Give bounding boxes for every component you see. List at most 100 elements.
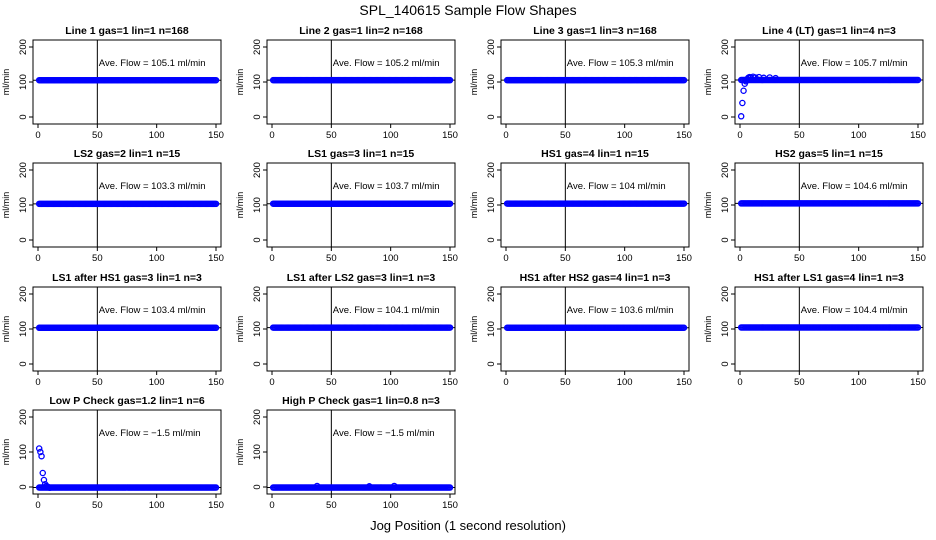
y-tick-label: 200 — [252, 409, 263, 425]
x-tick-label: 50 — [326, 130, 337, 141]
data-points — [35, 76, 220, 84]
y-tick-label: 100 — [18, 444, 29, 460]
x-tick-label: 50 — [794, 377, 805, 388]
x-tick-label: 100 — [617, 377, 633, 388]
y-tick-label: 200 — [18, 162, 29, 178]
x-tick-label: 100 — [383, 500, 399, 511]
average-flow-annotation: Ave. Flow = 105.1 ml/min — [99, 58, 206, 69]
x-tick-label: 150 — [208, 253, 224, 264]
x-tick-label: 0 — [35, 377, 40, 388]
data-point — [914, 200, 922, 207]
flow-panel: HS2 gas=5 lin=1 n=15 0 100 200 ml/min 0 50 100 1… — [703, 148, 926, 264]
y-tick-label: 200 — [18, 286, 29, 302]
y-axis-label: ml/min — [1, 439, 11, 466]
y-tick-label: 100 — [18, 74, 29, 90]
x-tick-label: 150 — [442, 253, 458, 264]
y-tick-label: 0 — [252, 114, 263, 119]
y-tick-label: 200 — [252, 162, 263, 178]
data-points — [503, 324, 688, 331]
x-tick-label: 100 — [617, 130, 633, 141]
average-flow-annotation: Ave. Flow = 105.2 ml/min — [333, 58, 440, 69]
y-tick-label: 200 — [252, 286, 263, 302]
panel-title: LS1 after LS2 gas=3 lin=1 n=3 — [287, 272, 436, 284]
flow-panel: Line 3 gas=1 lin=3 n=168 0 100 200 ml/min 0 50… — [469, 25, 692, 141]
flow-panel: LS1 after LS2 gas=3 lin=1 n=3 0 100 200 ml/m… — [235, 272, 458, 388]
y-tick-label: 0 — [252, 484, 263, 489]
y-tick-label: 100 — [18, 197, 29, 213]
y-tick-label: 200 — [18, 39, 29, 55]
data-points — [35, 324, 220, 332]
panel-title: High P Check gas=1 lin=0.8 n=3 — [282, 395, 440, 407]
x-tick-label: 100 — [149, 500, 165, 511]
y-tick-label: 0 — [486, 361, 497, 366]
average-flow-annotation: Ave. Flow = 104.1 ml/min — [333, 305, 440, 316]
data-point — [212, 484, 220, 491]
data-point — [446, 484, 454, 491]
y-tick-label: 100 — [720, 74, 731, 90]
y-tick-label: 100 — [486, 74, 497, 90]
x-tick-label: 0 — [269, 130, 274, 141]
average-flow-annotation: Ave. Flow = −1.5 ml/min — [99, 428, 201, 439]
y-tick-label: 100 — [252, 74, 263, 90]
y-axis-label: ml/min — [235, 192, 245, 219]
x-tick-label: 150 — [442, 130, 458, 141]
average-flow-annotation: Ave. Flow = 104.6 ml/min — [801, 181, 908, 192]
x-tick-label: 150 — [442, 500, 458, 511]
average-flow-annotation: Ave. Flow = 103.4 ml/min — [99, 305, 206, 316]
data-point — [212, 200, 220, 208]
x-tick-label: 0 — [35, 130, 40, 141]
x-axis-caption: Jog Position (1 second resolution) — [370, 518, 566, 533]
average-flow-annotation: Ave. Flow = 105.7 ml/min — [801, 58, 908, 69]
x-tick-label: 100 — [383, 253, 399, 264]
y-tick-label: 0 — [486, 237, 497, 242]
page-title: SPL_140615 Sample Flow Shapes — [359, 2, 577, 18]
average-flow-annotation: Ave. Flow = 104.4 ml/min — [801, 305, 908, 316]
y-tick-label: 0 — [18, 114, 29, 119]
y-tick-label: 0 — [252, 237, 263, 242]
x-tick-label: 50 — [326, 253, 337, 264]
x-tick-label: 150 — [676, 377, 692, 388]
flow-panel: Line 2 gas=1 lin=2 n=168 0 100 200 ml/min 0 50… — [235, 25, 458, 141]
y-tick-label: 0 — [720, 361, 731, 366]
panel-title: HS2 gas=5 lin=1 n=15 — [775, 148, 883, 160]
data-point — [313, 482, 321, 490]
y-axis-label: ml/min — [703, 69, 713, 96]
y-tick-label: 100 — [720, 197, 731, 213]
y-axis-label: ml/min — [703, 316, 713, 343]
y-tick-label: 0 — [720, 237, 731, 242]
x-tick-label: 50 — [794, 130, 805, 141]
panel-title: LS1 after HS1 gas=3 lin=1 n=3 — [52, 272, 202, 284]
data-point — [39, 469, 46, 477]
data-points — [269, 482, 454, 491]
data-points — [503, 76, 688, 84]
y-tick-label: 100 — [252, 321, 263, 337]
x-tick-label: 50 — [326, 500, 337, 511]
x-tick-label: 150 — [676, 130, 692, 141]
data-point — [46, 484, 54, 491]
flow-panel: Line 4 (LT) gas=1 lin=4 n=3 0 100 200 ml/min… — [703, 25, 926, 141]
y-tick-label: 0 — [720, 114, 731, 119]
x-tick-label: 0 — [269, 500, 274, 511]
x-tick-label: 100 — [149, 253, 165, 264]
average-flow-annotation: Ave. Flow = 105.3 ml/min — [567, 58, 674, 69]
data-points — [503, 200, 688, 207]
data-point — [680, 76, 688, 84]
flow-panel: High P Check gas=1 lin=0.8 n=3 0 100 200 ml/… — [235, 395, 458, 511]
data-points — [737, 324, 922, 331]
y-tick-label: 0 — [486, 114, 497, 119]
x-tick-label: 50 — [794, 253, 805, 264]
data-point — [40, 476, 48, 484]
x-tick-label: 50 — [560, 253, 571, 264]
data-point — [680, 324, 688, 331]
average-flow-annotation: Ave. Flow = 103.7 ml/min — [333, 181, 440, 192]
y-tick-label: 0 — [18, 361, 29, 366]
y-tick-label: 200 — [720, 286, 731, 302]
data-point — [212, 324, 220, 332]
y-tick-label: 0 — [18, 484, 29, 489]
x-tick-label: 0 — [503, 130, 508, 141]
x-tick-label: 50 — [92, 253, 103, 264]
y-axis-label: ml/min — [1, 316, 11, 343]
x-tick-label: 100 — [851, 253, 867, 264]
y-tick-label: 100 — [486, 197, 497, 213]
panel-title: Line 4 (LT) gas=1 lin=4 n=3 — [762, 25, 896, 37]
